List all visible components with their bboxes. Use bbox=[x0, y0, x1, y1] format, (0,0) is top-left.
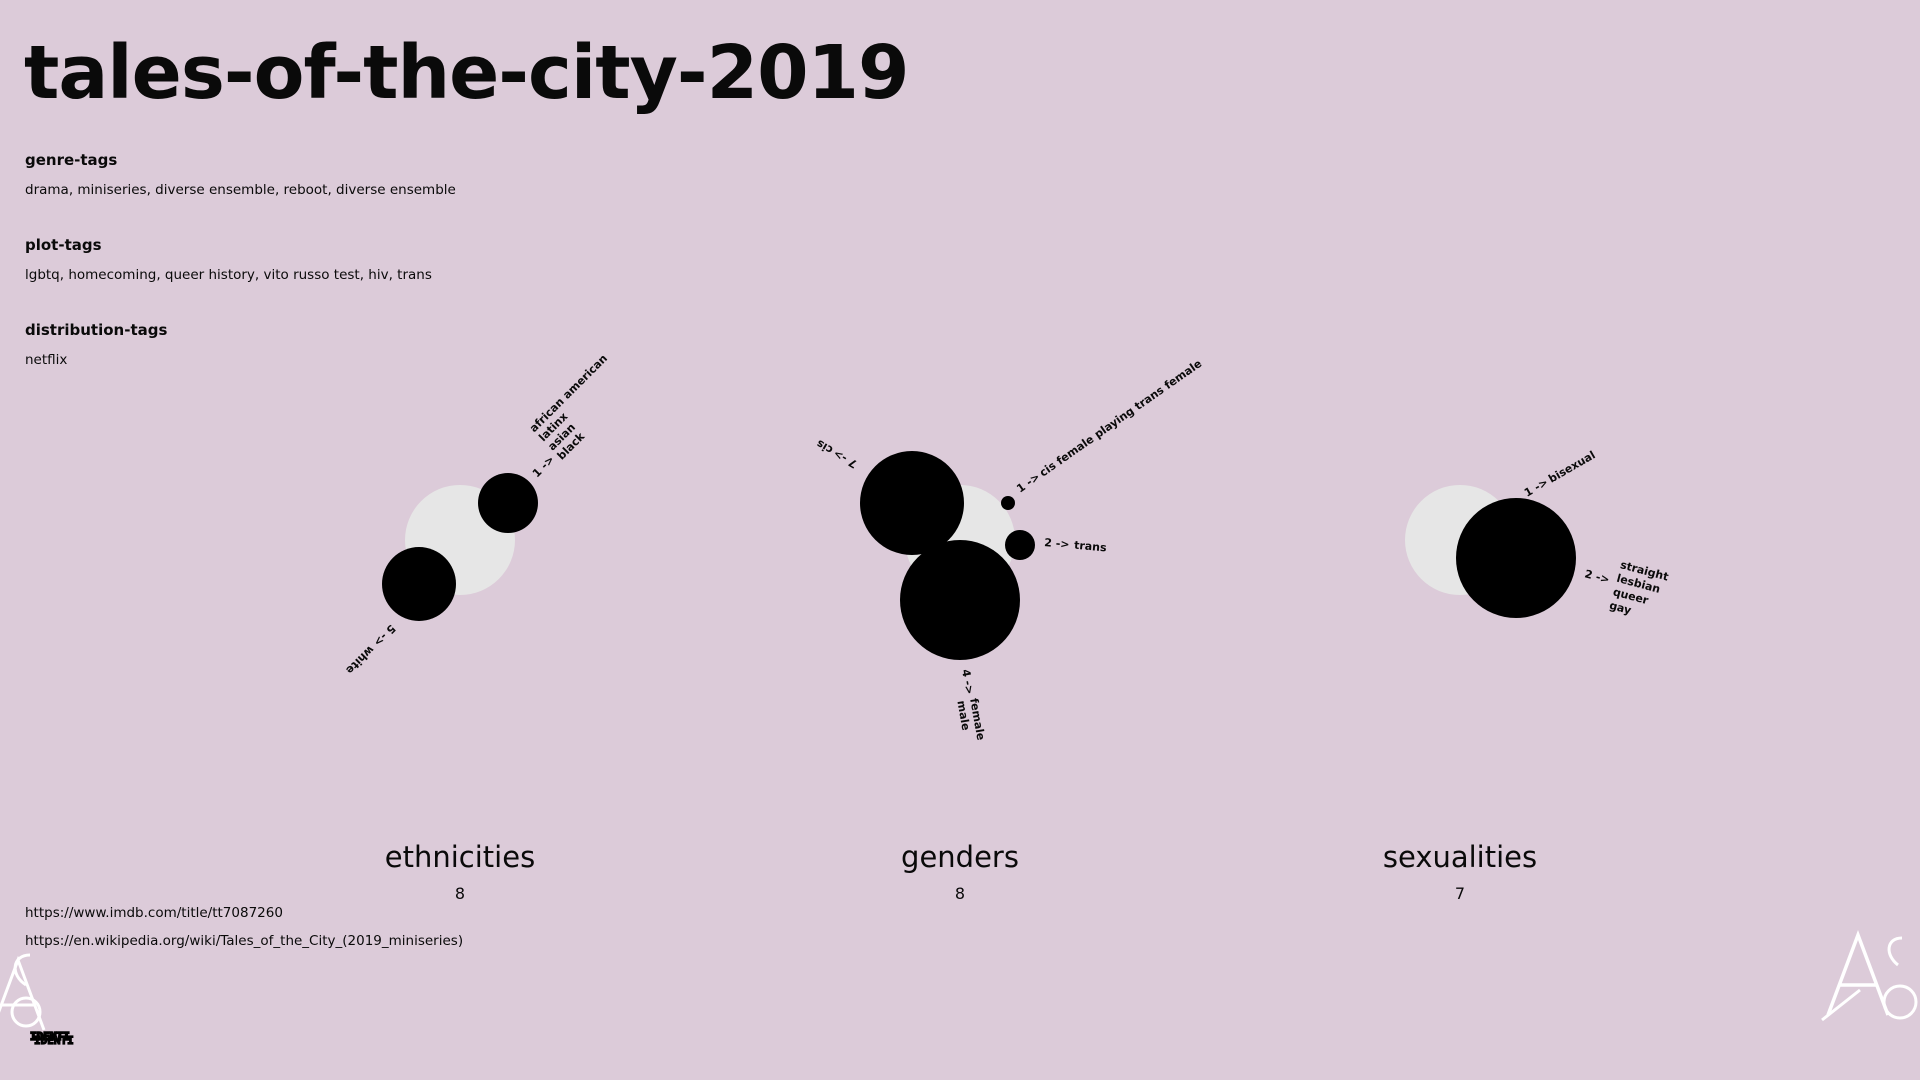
genders-label-male: male bbox=[954, 700, 972, 732]
page-title: tales-of-the-city-2019 bbox=[24, 30, 910, 116]
genders-group-2-count: 1 -> bbox=[1014, 470, 1042, 495]
sexualities-cluster: 1 -> bisexual 2 -> straight lesbian quee… bbox=[1405, 448, 1670, 618]
plot-tags-list: lgbtq, homecoming, queer history, vito r… bbox=[25, 267, 432, 283]
ethnicities-title: ethnicities bbox=[384, 840, 536, 874]
genre-tags-list: drama, miniseries, diverse ensemble, reb… bbox=[25, 182, 456, 198]
sexualities-title: sexualities bbox=[1382, 840, 1538, 874]
sexualities-count: 7 bbox=[1454, 884, 1466, 903]
genders-dot-female-male bbox=[900, 540, 1020, 660]
ethnicities-dot-group-1 bbox=[478, 473, 538, 533]
sexualities-group-2-count: 2 -> bbox=[1583, 567, 1611, 586]
ethnicities-label-white: white bbox=[343, 643, 377, 677]
a6-monogram-icon-right bbox=[1821, 930, 1918, 1022]
sexualities-label-gay: gay bbox=[1608, 599, 1633, 617]
sexualities-label-bisexual: bisexual bbox=[1546, 448, 1597, 485]
a6-monogram-icon-left bbox=[0, 953, 46, 1031]
genders-label-cis-female-playing-trans-female: cis female playing trans female bbox=[1037, 357, 1204, 479]
identi-logo: IDENTI IDENTI bbox=[29, 1029, 74, 1047]
ethnicities-count: 8 bbox=[454, 884, 466, 903]
imdb-link[interactable]: https://www.imdb.com/title/tt7087260 bbox=[25, 905, 283, 921]
ethnicities-group-2-count: 5 -> bbox=[371, 622, 398, 649]
distribution-tags-list: netflix bbox=[25, 352, 68, 368]
genders-label-trans: trans bbox=[1074, 539, 1108, 555]
genders-dot-cis bbox=[860, 451, 964, 555]
sexualities-group-1-count: 1 -> bbox=[1522, 476, 1550, 500]
genders-group-3-count: 2 -> bbox=[1044, 536, 1070, 551]
ethnicities-group-1-count: 1 -> bbox=[530, 453, 557, 480]
genders-label-cis: cis bbox=[814, 437, 835, 457]
identi-logo-outline-offset: IDENTI bbox=[34, 1034, 74, 1047]
genders-group-1-count: 7 -> bbox=[831, 447, 859, 471]
genders-dot-trans bbox=[1005, 530, 1035, 560]
ethnicities-cluster: 1 -> african american latinx asian black… bbox=[343, 352, 610, 677]
sexualities-dot-group-2 bbox=[1456, 498, 1576, 618]
genders-group-4-count: 4 -> bbox=[959, 668, 976, 695]
identi-logo-outline: IDENTI bbox=[30, 1030, 70, 1043]
distribution-tags-heading: distribution-tags bbox=[25, 321, 168, 339]
wikipedia-link[interactable]: https://en.wikipedia.org/wiki/Tales_of_t… bbox=[25, 933, 464, 949]
ethnicities-dot-group-2 bbox=[382, 547, 456, 621]
genders-title: genders bbox=[901, 840, 1019, 874]
genders-dot-cis-female-playing-trans bbox=[1001, 496, 1015, 510]
genders-cluster: 7 -> cis 1 -> cis female playing trans f… bbox=[814, 357, 1204, 741]
plot-tags-heading: plot-tags bbox=[25, 236, 102, 254]
genders-count: 8 bbox=[954, 884, 966, 903]
genre-tags-heading: genre-tags bbox=[25, 151, 118, 169]
